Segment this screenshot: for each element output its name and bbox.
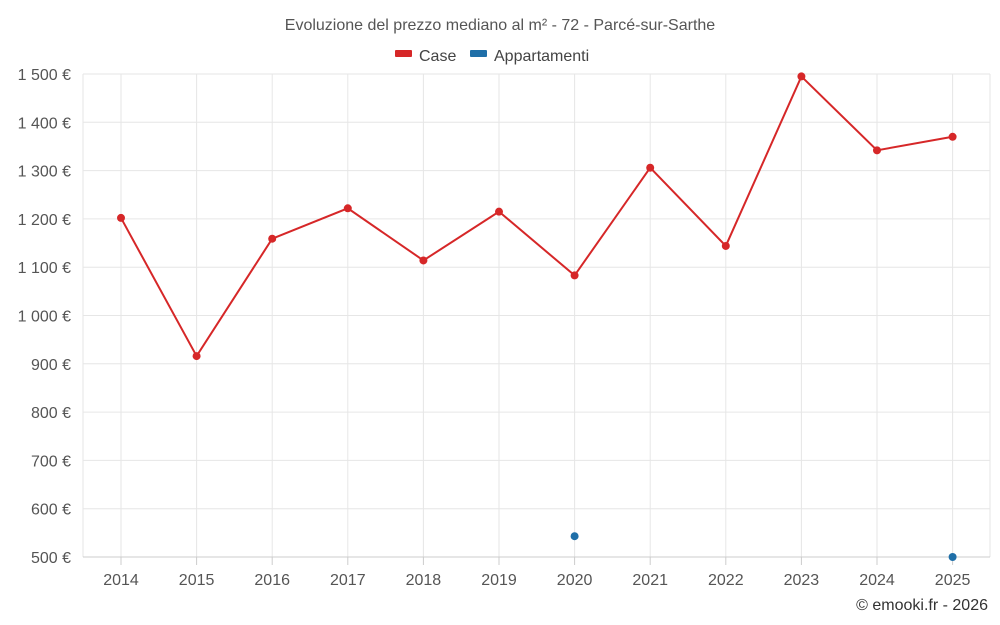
legend-swatch-case [395,50,412,57]
legend-item-case[interactable]: Case [395,48,456,65]
credit-text: © emooki.fr - 2026 [856,597,988,614]
x-axis-ticks: 2014 2015 2016 2017 2018 2019 2020 2021 2022 2023… [103,557,970,589]
data-point-case-2021[interactable] [646,163,655,172]
data-point-case-2015[interactable] [192,352,201,361]
y-tick-label: 1 100 € [18,260,71,277]
data-point-case-2019[interactable] [495,207,503,216]
data-point-case-2014[interactable] [117,213,125,222]
y-tick-label: 500 € [31,550,71,567]
x-tick-label: 2022 [708,572,744,589]
series-layer [117,72,957,561]
data-point-case-2025[interactable] [948,132,957,141]
x-tick-label: 2021 [632,572,668,589]
y-tick-label: 600 € [31,502,71,519]
data-point-case-2017[interactable] [343,204,352,213]
data-point-case-2018[interactable] [419,256,428,265]
data-point-appartamenti-2025[interactable] [948,553,957,561]
y-tick-label: 700 € [31,453,71,470]
series-line-case [120,74,953,359]
y-tick-label: 1 000 € [18,309,71,326]
y-tick-label: 1 200 € [18,212,71,229]
legend-item-appartamenti[interactable]: Appartamenti [470,48,589,65]
legend: Case Appartamenti [395,48,589,65]
x-tick-label: 2016 [254,572,290,589]
x-tick-label: 2017 [330,572,366,589]
y-tick-label: 1 400 € [18,115,71,132]
x-tick-label: 2018 [406,572,442,589]
x-tick-label: 2014 [103,572,139,589]
y-tick-label: 800 € [31,405,71,422]
data-point-case-2020[interactable] [570,271,579,280]
x-tick-label: 2024 [859,572,895,589]
data-point-case-2024[interactable] [873,146,881,155]
chart-title: Evoluzione del prezzo mediano al m² - 72… [285,17,716,34]
data-point-case-2023[interactable] [797,72,806,81]
x-tick-label: 2015 [179,572,215,589]
y-gridlines [83,73,990,558]
legend-label-appartamenti: Appartamenti [494,48,589,65]
x-tick-label: 2023 [784,572,820,589]
legend-swatch-appartamenti [470,50,487,57]
y-tick-label: 1 300 € [18,164,71,181]
legend-label-case: Case [419,48,456,65]
x-tick-label: 2020 [557,572,593,589]
y-axis-ticks: 500 € 600 € 700 € 800 € 900 € 1 000 € 1 100 € 1… [18,67,71,567]
data-point-case-2016[interactable] [268,234,277,243]
x-tick-label: 2025 [935,572,971,589]
x-tick-label: 2019 [481,572,517,589]
data-point-appartamenti-2020[interactable] [570,532,579,541]
y-tick-label: 1 500 € [18,67,71,84]
y-tick-label: 900 € [31,357,71,374]
data-point-case-2022[interactable] [721,241,730,250]
